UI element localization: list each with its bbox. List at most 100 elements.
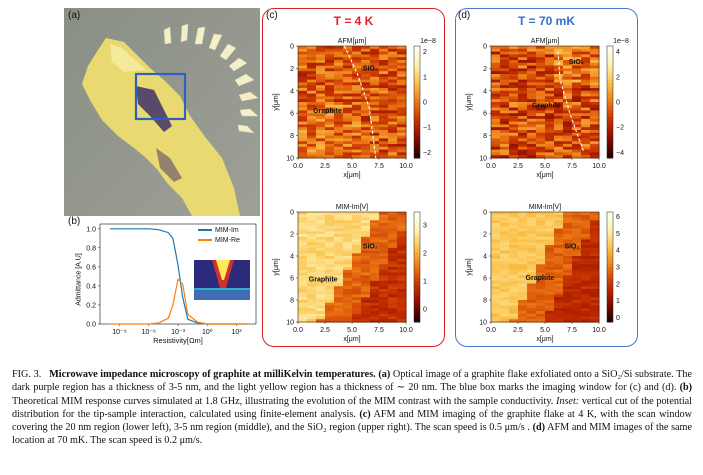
- y-tick-label: 4: [483, 254, 487, 261]
- map-image: [491, 46, 600, 159]
- y-tick-label: 2: [290, 232, 294, 239]
- y-tick-label: 10: [286, 156, 294, 163]
- y-tick-label: 10: [286, 320, 294, 327]
- legend-item-mim-im: MIM-Im: [198, 226, 240, 236]
- y-tick-label: 4: [483, 88, 487, 95]
- colorbar-tick-label: −2: [616, 125, 624, 132]
- map-scale: 1e−8: [420, 38, 436, 45]
- colorbar-tick-label: 1: [423, 74, 427, 81]
- y-tick-label: 0.6: [86, 264, 96, 271]
- caption-a-label: (a): [378, 369, 391, 380]
- thin-region: [136, 86, 172, 132]
- y-tick-label: 1.0: [86, 226, 96, 233]
- map-scale: 1e−8: [613, 38, 629, 45]
- x-tick-label: 2.5: [320, 327, 330, 334]
- panel-c-title: T = 4 K: [333, 14, 374, 28]
- boundary-line: [557, 51, 585, 153]
- legend-label: MIM-Im: [215, 227, 239, 234]
- x-tick-label: 2.5: [320, 163, 330, 170]
- y-tick-label: 8: [483, 133, 487, 140]
- x-tick-label: 10⁰: [202, 328, 213, 336]
- y-tick-label: 0: [290, 210, 294, 217]
- y-tick-label: 10: [479, 320, 487, 327]
- caption-b-inset: Inset:: [555, 395, 580, 407]
- colorbar-tick-label: 4: [616, 248, 620, 255]
- y-tick-label: 8: [290, 133, 294, 140]
- colorbar-tick-label: 3: [423, 223, 427, 230]
- panel-d-title: T = 70 mK: [517, 14, 576, 28]
- colorbar-tick-label: 2: [616, 74, 620, 81]
- map-c-mim: MIM-Im[V] Graphite SiO₂ 0 2 4 6 8 10 0.0 2.5 5.0 7.5…: [268, 200, 440, 346]
- map-image: [491, 212, 600, 323]
- y-tick-label: 4: [290, 254, 294, 261]
- map-c-afm: AFM[μm] 1e−8 Graphite SiO₂ 0 2 4 6 8 10 0.0 2.5 5.0 7…: [268, 34, 440, 182]
- imaging-window-box: [134, 72, 187, 121]
- x-tick-label: 5.0: [540, 163, 550, 170]
- y-tick-label: 6: [290, 111, 294, 118]
- x-tick-label: 10⁻⁹: [112, 329, 126, 336]
- x-axis-label: x[μm]: [343, 336, 360, 343]
- map-title: AFM[μm]: [338, 38, 367, 45]
- colorbar-tick-label: 5: [616, 231, 620, 238]
- x-tick-label: 10⁻³: [171, 329, 185, 336]
- y-tick-label: 0: [290, 44, 294, 51]
- legend-item-mim-re: MIM-Re: [198, 236, 240, 246]
- caption-b-text-2: vertical cut of the potential distributi…: [12, 395, 692, 420]
- mim-response-chart: 0.0 0.2 0.4 0.6 0.8 1.0 10⁻⁹ 10⁻⁶ 10⁻³ 10⁰ 10³: [64, 216, 260, 348]
- y-tick-label: 8: [290, 298, 294, 305]
- y-tick-label: 0.4: [86, 283, 96, 290]
- y-axis-label: y[μm]: [466, 93, 473, 110]
- chart-b-xlabel: Resistivity[Ωm]: [153, 336, 203, 345]
- x-tick-label: 10³: [231, 329, 242, 336]
- colorbar-tick-label: 2: [423, 49, 427, 56]
- caption-fig-number: FIG. 3.: [12, 369, 42, 380]
- colorbar: [414, 212, 420, 323]
- graphite-label: Graphite: [313, 108, 342, 115]
- x-axis-label: x[μm]: [343, 172, 360, 179]
- colorbar-tick-label: −2: [423, 150, 431, 157]
- colorbar: [414, 46, 420, 159]
- colorbar-tick-label: 0: [423, 306, 427, 313]
- caption-c-text: AFM and MIM imaging of the graphite flak…: [12, 408, 693, 434]
- y-tick-label: 2: [290, 66, 294, 73]
- y-tick-label: 10: [479, 156, 487, 163]
- colorbar-tick-label: 3: [616, 265, 620, 272]
- colorbar-tick-label: 0: [616, 315, 620, 322]
- caption-a-text: Optical image of a graphite flake exfoli…: [12, 369, 693, 394]
- graphite-label: Graphite: [526, 275, 555, 282]
- y-tick-label: 0: [483, 44, 487, 51]
- boundary-line: [343, 45, 377, 159]
- map-title: MIM-Im[V]: [336, 204, 368, 211]
- graphite-label: Graphite: [532, 103, 561, 110]
- x-axis-label: x[μm]: [536, 336, 553, 343]
- y-tick-label: 6: [483, 276, 487, 283]
- colorbar-tick-label: 4: [616, 49, 620, 56]
- x-tick-label: 5.0: [347, 163, 357, 170]
- colorbar-tick-label: 2: [423, 251, 427, 258]
- caption-title: Microwave impedance microscopy of graphi…: [49, 369, 376, 380]
- sio2-label: SiO₂: [363, 66, 378, 73]
- series-line-mim-re: [109, 277, 247, 325]
- panel-a: (a): [64, 8, 260, 216]
- x-tick-label: 5.0: [347, 327, 357, 334]
- caption-d-label: (d): [532, 422, 546, 434]
- colorbar-tick-label: 0: [423, 100, 427, 107]
- x-tick-label: 0.0: [293, 327, 303, 334]
- inset-potential-map: [194, 260, 250, 300]
- x-tick-label: 10.0: [399, 327, 413, 334]
- y-tick-label: 0.0: [86, 322, 96, 329]
- y-tick-label: 8: [483, 298, 487, 305]
- contact-pads: [163, 23, 259, 134]
- map-d-afm: AFM[μm] 1e−8 Graphite SiO₂ 0 2 4 6 8 10 0.0 2.5 5.0 7…: [461, 34, 633, 182]
- y-tick-label: 6: [290, 276, 294, 283]
- x-tick-label: 2.5: [513, 327, 523, 334]
- x-tick-label: 2.5: [513, 163, 523, 170]
- x-axis-label: x[μm]: [536, 172, 553, 179]
- colorbar-tick-label: 1: [616, 298, 620, 305]
- optical-image: [64, 8, 260, 216]
- panel-a-label: (a): [68, 10, 81, 21]
- panel-d-label: (d): [458, 10, 471, 21]
- y-tick-label: 2: [483, 66, 487, 73]
- colorbar-tick-label: 2: [616, 281, 620, 288]
- x-tick-label: 10.0: [592, 163, 606, 170]
